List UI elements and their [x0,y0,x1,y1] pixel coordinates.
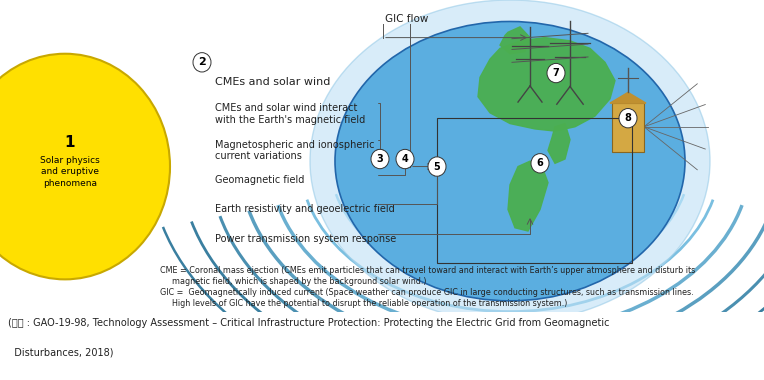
Circle shape [428,157,446,176]
Text: CMEs and solar wind: CMEs and solar wind [215,78,330,87]
Ellipse shape [310,0,710,322]
Text: Geomagnetic field: Geomagnetic field [215,175,304,185]
Circle shape [371,149,389,169]
Polygon shape [478,38,615,131]
Text: 7: 7 [552,68,559,78]
Text: Magnetospheric and ionospheric
current variations: Magnetospheric and ionospheric current v… [215,140,374,161]
Ellipse shape [335,22,685,301]
Circle shape [193,53,211,72]
Text: 2: 2 [198,57,206,67]
Text: CME = Coronal mass ejection (CMEs emit particles that can travel toward and inte: CME = Coronal mass ejection (CMEs emit p… [160,266,695,276]
Circle shape [396,149,414,169]
Text: Solar physics
and eruptive
phenomena: Solar physics and eruptive phenomena [40,156,100,188]
Text: 6: 6 [536,158,543,168]
Text: 5: 5 [434,162,440,171]
Text: High levels of GIC have the potential to disrupt the reliable operation of the t: High levels of GIC have the potential to… [172,299,568,308]
Circle shape [0,54,170,279]
Circle shape [531,154,549,173]
Circle shape [619,109,637,128]
Polygon shape [508,161,548,231]
Text: Earth resistivity and geoelectric field: Earth resistivity and geoelectric field [215,204,395,214]
FancyBboxPatch shape [612,103,644,152]
Text: magnetic field, which is shaped by the background solar wind.): magnetic field, which is shaped by the b… [172,277,426,286]
Text: GIC flow: GIC flow [385,14,429,24]
Bar [437,118,632,263]
Text: CMEs and solar wind interact
with the Earth's magnetic field: CMEs and solar wind interact with the Ea… [215,103,365,125]
Polygon shape [500,27,530,54]
Circle shape [547,63,565,83]
Text: 1: 1 [65,135,75,150]
Text: 3: 3 [377,154,384,164]
Polygon shape [548,124,570,163]
Polygon shape [610,92,646,103]
Text: (지첫 : GAO-19-98, Technology Assessment – Critical Infrastructure Protection: Pro: (지첫 : GAO-19-98, Technology Assessment –… [8,318,609,328]
Text: 4: 4 [402,154,409,164]
Text: Disturbances, 2018): Disturbances, 2018) [8,347,113,357]
Text: GIC =  Geomagnetically induced current (Space weather can produce GIC in large c: GIC = Geomagnetically induced current (S… [160,288,694,297]
Text: 8: 8 [624,113,631,123]
Text: Power transmission system response: Power transmission system response [215,234,397,244]
